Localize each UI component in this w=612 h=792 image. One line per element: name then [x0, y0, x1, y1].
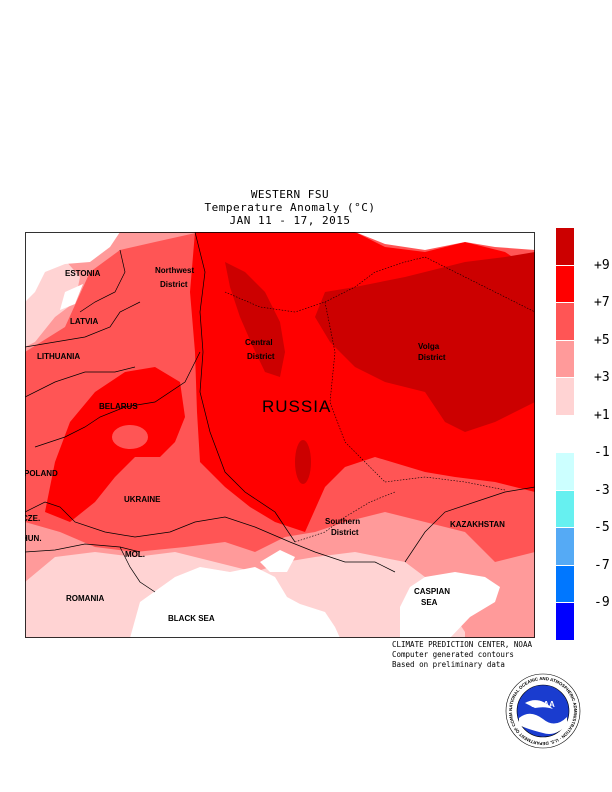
- legend-swatch: [556, 303, 574, 341]
- legend-swatch: [556, 265, 574, 303]
- anomaly-hole-central: [262, 412, 282, 442]
- map-frame: [25, 232, 535, 638]
- anomaly-band-gt9-spot: [295, 440, 311, 484]
- legend-tick-label: +3: [594, 370, 610, 385]
- map-title: WESTERN FSU Temperature Anomaly (°C) JAN…: [160, 188, 420, 227]
- noaa-logo-text: NOAA: [531, 700, 555, 709]
- credits-note: Based on preliminary data: [392, 660, 505, 669]
- white-sea: [355, 232, 535, 250]
- legend-swatch: [556, 378, 574, 416]
- baltic-sea: [25, 232, 120, 302]
- label-poland: POLAND: [25, 469, 58, 478]
- label-kazakhstan: KAZAKHSTAN: [450, 520, 505, 529]
- district-boundaries: [224, 256, 535, 543]
- label-volga-district-2: District: [418, 353, 446, 362]
- label-latvia: LATVIA: [70, 317, 99, 326]
- label-southern-district-2: District: [331, 528, 359, 537]
- label-hun: HUN.: [25, 534, 42, 543]
- label-volga-district: Volga: [418, 342, 440, 351]
- label-russia: RUSSIA: [262, 397, 331, 416]
- label-mol: MOL.: [125, 550, 145, 559]
- title-variable: Temperature Anomaly (°C): [204, 201, 376, 214]
- legend-swatch: [556, 340, 574, 378]
- legend-tick-label: +7: [594, 295, 610, 310]
- legend-tick-label: -5: [594, 520, 610, 535]
- noaa-logo: NATIONAL OCEANIC AND ATMOSPHERIC ADMINIS…: [505, 673, 581, 749]
- legend-tick-label: -3: [594, 482, 610, 498]
- legend-swatch: [556, 228, 574, 266]
- label-lithuania: LITHUANIA: [37, 352, 80, 361]
- label-ukraine: UKRAINE: [124, 495, 161, 504]
- label-southern-district: Southern: [325, 517, 360, 526]
- sea-of-azov: [260, 550, 295, 572]
- label-caspian-sea: CASPIAN: [414, 587, 450, 596]
- gulf-of-finland: [60, 284, 83, 310]
- legend-swatch: [556, 415, 574, 453]
- legend-tick-label: +5: [594, 332, 610, 348]
- legend-swatch: [556, 490, 574, 528]
- caspian-sea: [400, 572, 500, 638]
- anomaly-band-gt9-volga: [315, 252, 535, 432]
- label-black-sea: BLACK SEA: [168, 614, 215, 623]
- label-cze: CZE.: [25, 514, 40, 523]
- country-boundaries: [25, 232, 535, 593]
- legend-swatch: [556, 603, 574, 641]
- legend-swatch: [556, 565, 574, 603]
- anomaly-band-gt9-central: [225, 262, 285, 377]
- label-northwest-district-2: District: [160, 280, 188, 289]
- anomaly-band-7-9-west: [45, 367, 185, 522]
- black-sea: [130, 567, 340, 638]
- label-estonia: ESTONIA: [65, 269, 101, 278]
- label-belarus: BELARUS: [99, 402, 138, 411]
- anomaly-map: ESTONIA LATVIA LITHUANIA BELARUS POLAND …: [25, 232, 535, 638]
- legend-swatch: [556, 453, 574, 491]
- label-central-district: Central: [245, 338, 273, 347]
- legend-tick-label: +1: [594, 407, 610, 423]
- legend-tick-label: -7: [594, 557, 610, 573]
- legend-tick-label: +9: [594, 257, 610, 273]
- credits-method: Computer generated contours: [392, 650, 514, 659]
- legend-tick-label: -1: [594, 445, 610, 460]
- credits-source: CLIMATE PREDICTION CENTER, NOAA: [392, 640, 532, 649]
- legend-tick-label: -9: [594, 595, 610, 610]
- label-romania: ROMANIA: [66, 594, 104, 603]
- anomaly-hole-west: [112, 425, 148, 449]
- title-date-range: JAN 11 - 17, 2015: [229, 214, 351, 227]
- label-central-district-2: District: [247, 352, 275, 361]
- credits: CLIMATE PREDICTION CENTER, NOAA Computer…: [392, 640, 532, 670]
- label-caspian-sea-2: SEA: [421, 598, 438, 607]
- legend-swatch: [556, 528, 574, 566]
- title-region: WESTERN FSU: [250, 188, 330, 201]
- color-legend: [556, 228, 574, 641]
- label-northwest-district: Northwest: [155, 266, 194, 275]
